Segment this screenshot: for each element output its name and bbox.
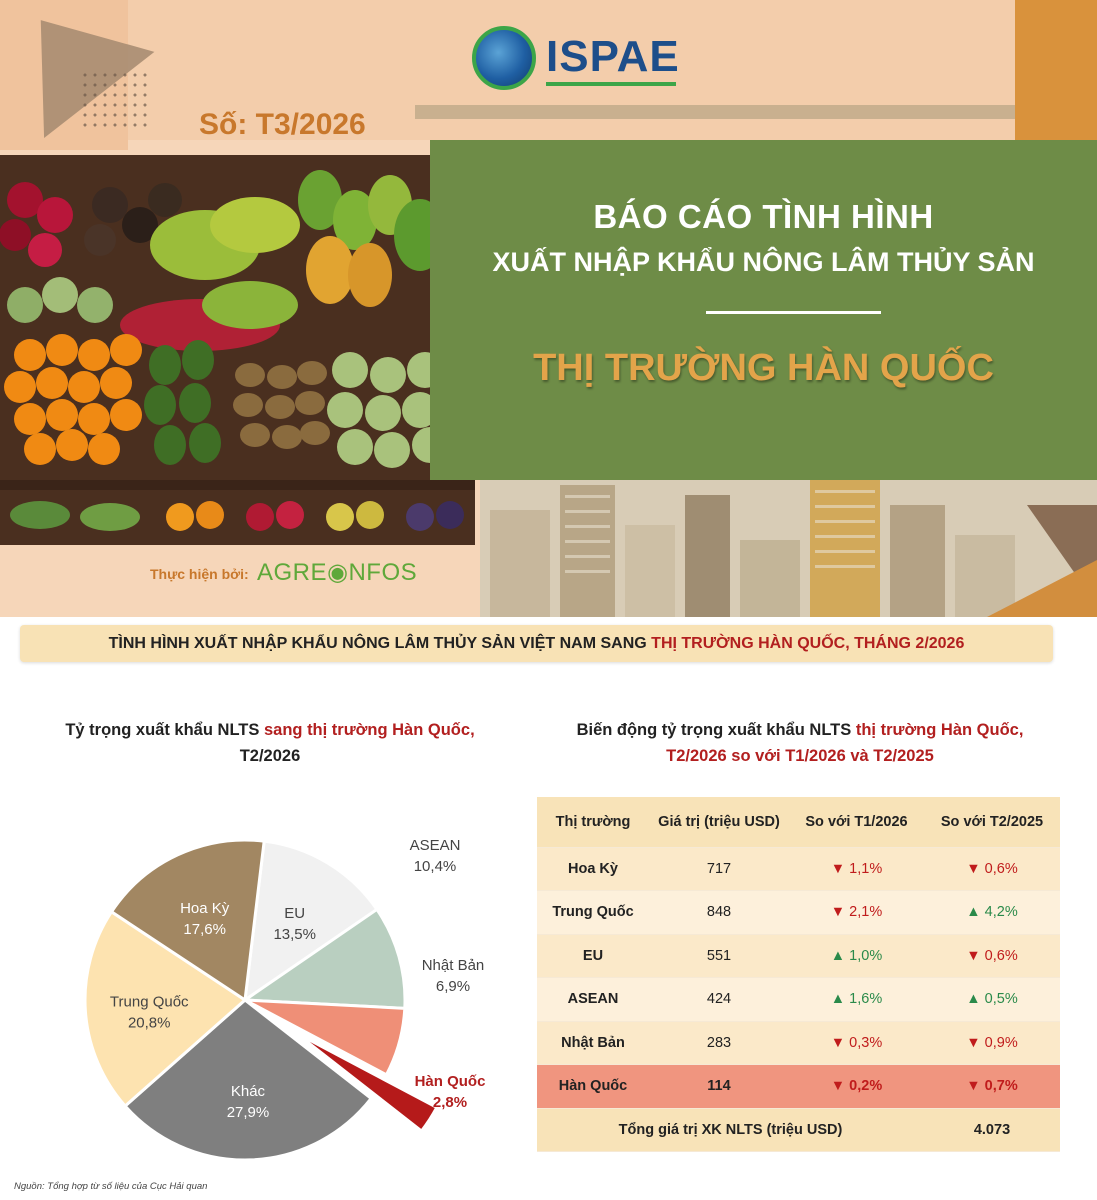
cell-vs-t1: ▲ 1,6% xyxy=(789,977,924,1022)
issue-number: Số: T3/2026 xyxy=(199,108,366,141)
cell-vs-t2: ▼ 0,7% xyxy=(924,1064,1060,1109)
fruit-illustration xyxy=(0,155,475,545)
pie-label-name: Trung Quốc xyxy=(110,994,189,1011)
pie-slice-6 xyxy=(109,838,266,1003)
cell-vs-t2: ▼ 0,6% xyxy=(924,847,1060,891)
logo-underline xyxy=(546,82,676,86)
dot-pattern-decoration xyxy=(80,70,150,130)
cell-market: Nhật Bản xyxy=(537,1021,649,1065)
table-row: ASEAN 424 ▲ 1,6% ▲ 0,5% xyxy=(537,977,1060,1022)
source-note: Nguồn: Tổng hợp từ số liệu của Cục Hải q… xyxy=(14,1181,208,1192)
cell-value: 717 xyxy=(649,847,789,891)
cell-market: ASEAN xyxy=(537,977,649,1022)
pie-label-value: 20,8% xyxy=(128,1015,171,1032)
cell-vs-t1: ▼ 0,2% xyxy=(789,1064,924,1109)
corner-decoration-icon xyxy=(987,560,1097,617)
cell-market: Trung Quốc xyxy=(537,890,649,935)
section-header: TÌNH HÌNH XUẤT NHẬP KHẨU NÔNG LÂM THỦY S… xyxy=(20,625,1053,662)
pie-label-name: Nhật Bản xyxy=(422,957,485,974)
cell-value: 848 xyxy=(649,890,789,935)
market-comparison-table: Thị trường Giá trị (triệu USD) So với T1… xyxy=(537,797,1060,1152)
table-row: Hàn Quốc 114 ▼ 0,2% ▼ 0,7% xyxy=(537,1064,1060,1109)
title-divider xyxy=(706,311,881,314)
report-banner: ISPAE Số: T3/2026 xyxy=(0,0,1097,617)
pie-label-name: Hoa Kỳ xyxy=(180,900,230,917)
fruit-market-photo xyxy=(0,155,475,545)
cell-vs-t1: ▼ 2,1% xyxy=(789,890,924,935)
table-total-row: Tổng giá trị XK NLTS (triệu USD) 4.073 xyxy=(537,1108,1060,1152)
pie-label-value: 10,4% xyxy=(414,858,457,875)
table-row: Trung Quốc 848 ▼ 2,1% ▲ 4,2% xyxy=(537,890,1060,935)
pie-chart: EU 13,5% ASEAN 10,4% Nhật Bản 6,9% Hàn Quốc 2,8… xyxy=(83,837,486,1162)
report-title-line2: XUẤT NHẬP KHẨU NÔNG LÂM THỦY SẢN xyxy=(492,247,1035,277)
title-panel xyxy=(430,140,1097,480)
cell-value: 283 xyxy=(649,1021,789,1065)
table-title-highlight: thị trường Hàn Quốc, xyxy=(855,721,1024,739)
report-title-line1: BÁO CÁO TÌNH HÌNH xyxy=(593,198,934,235)
cell-market: EU xyxy=(537,934,649,978)
logo-text: ISPAE xyxy=(546,32,680,81)
cell-vs-t2: ▼ 0,6% xyxy=(924,934,1060,978)
pie-slice-1 xyxy=(240,907,407,1010)
table-title-line2: T2/2026 so với T1/2026 và T2/2025 xyxy=(666,747,934,765)
ispae-logo: ISPAE xyxy=(472,26,682,90)
pie-title-part2: T2/2026 xyxy=(239,747,301,765)
pie-slice-2 xyxy=(244,998,407,1077)
cell-vs-t1: ▼ 1,1% xyxy=(789,847,924,891)
table-row: Hoa Kỳ 717 ▼ 1,1% ▼ 0,6% xyxy=(537,847,1060,891)
header-value: Giá trị (triệu USD) xyxy=(649,797,789,848)
table-row: Nhật Bản 283 ▼ 0,3% ▼ 0,9% xyxy=(537,1021,1060,1065)
banner-right-stripe xyxy=(1015,0,1097,140)
banner-tan-band xyxy=(415,105,1015,119)
pie-label-value: 6,9% xyxy=(436,978,470,995)
total-label: Tổng giá trị XK NLTS (triệu USD) xyxy=(537,1108,924,1152)
pie-label-value: 2,8% xyxy=(433,1094,467,1111)
pie-title-highlight: sang thị trường Hàn Quốc, xyxy=(263,721,475,739)
pie-label-name: EU xyxy=(284,905,305,922)
report-market-title: THỊ TRƯỜNG HÀN QUỐC xyxy=(533,347,994,389)
cell-vs-t1: ▼ 0,3% xyxy=(789,1021,924,1065)
cell-value: 114 xyxy=(649,1064,789,1109)
header-vs-t1: So với T1/2026 xyxy=(789,797,924,848)
header-market: Thị trường xyxy=(537,797,649,848)
cell-value: 424 xyxy=(649,977,789,1022)
table-title: Biến động tỷ trọng xuất khẩu NLTS thị tr… xyxy=(540,717,1060,769)
cell-vs-t1: ▲ 1,0% xyxy=(789,934,924,978)
globe-icon xyxy=(472,26,536,90)
agreinfos-logo: AGRE◉NFOS xyxy=(257,559,418,586)
total-value: 4.073 xyxy=(924,1108,1060,1152)
produced-by-label: Thực hiện bởi: xyxy=(150,566,249,582)
pie-slice-0 xyxy=(243,839,379,1004)
table-header-row: Thị trường Giá trị (triệu USD) So với T1… xyxy=(537,797,1060,848)
pie-label-value: 27,9% xyxy=(227,1104,270,1121)
section-header-text: TÌNH HÌNH XUẤT NHẬP KHẨU NÔNG LÂM THỦY S… xyxy=(108,635,652,652)
pie-slice-5 xyxy=(83,909,248,1109)
pie-slice-3 xyxy=(294,1031,439,1134)
pie-title-part1: Tỷ trọng xuất khẩu NLTS xyxy=(65,721,264,739)
table-title-part1: Biến động tỷ trọng xuất khẩu NLTS xyxy=(576,721,856,739)
cell-vs-t2: ▼ 0,9% xyxy=(924,1021,1060,1065)
pie-label-value: 13,5% xyxy=(273,926,316,943)
pie-chart-title: Tỷ trọng xuất khẩu NLTS sang thị trường … xyxy=(30,717,510,769)
pie-label-value: 17,6% xyxy=(183,921,226,938)
table-row: EU 551 ▲ 1,0% ▼ 0,6% xyxy=(537,934,1060,978)
cell-vs-t2: ▲ 0,5% xyxy=(924,977,1060,1022)
cell-value: 551 xyxy=(649,934,789,978)
pie-label-name: Khác xyxy=(231,1083,266,1100)
pie-slice-4 xyxy=(123,998,374,1162)
pie-label-name: Hàn Quốc xyxy=(415,1073,486,1090)
header-vs-t2: So với T2/2025 xyxy=(924,797,1060,848)
pie-label-name: ASEAN xyxy=(410,837,461,854)
cell-market: Hoa Kỳ xyxy=(537,847,649,891)
cell-vs-t2: ▲ 4,2% xyxy=(924,890,1060,935)
cell-market: Hàn Quốc xyxy=(537,1064,649,1109)
section-header-highlight: THỊ TRƯỜNG HÀN QUỐC, THÁNG 2/2026 xyxy=(651,635,965,652)
